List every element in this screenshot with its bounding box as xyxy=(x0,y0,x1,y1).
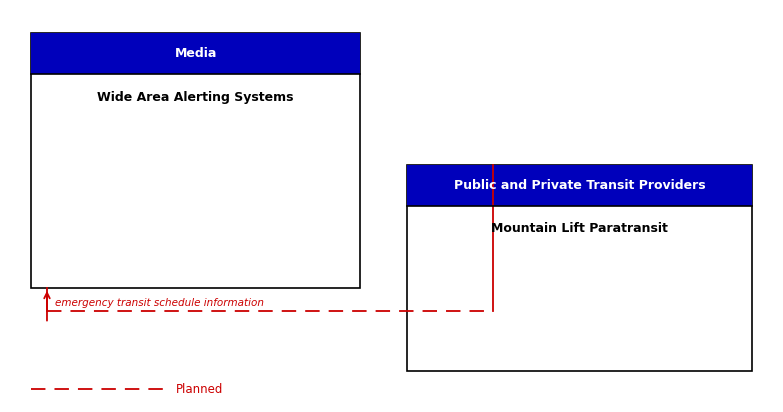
Text: Mountain Lift Paratransit: Mountain Lift Paratransit xyxy=(491,222,668,236)
Bar xyxy=(31,33,360,288)
Text: Planned: Planned xyxy=(176,383,224,396)
Text: Wide Area Alerting Systems: Wide Area Alerting Systems xyxy=(98,91,294,104)
Bar xyxy=(31,33,360,74)
Text: emergency transit schedule information: emergency transit schedule information xyxy=(55,298,264,308)
Text: Public and Private Transit Providers: Public and Private Transit Providers xyxy=(453,179,705,192)
Bar xyxy=(407,165,752,206)
Bar xyxy=(407,165,752,371)
Text: Media: Media xyxy=(175,47,217,60)
